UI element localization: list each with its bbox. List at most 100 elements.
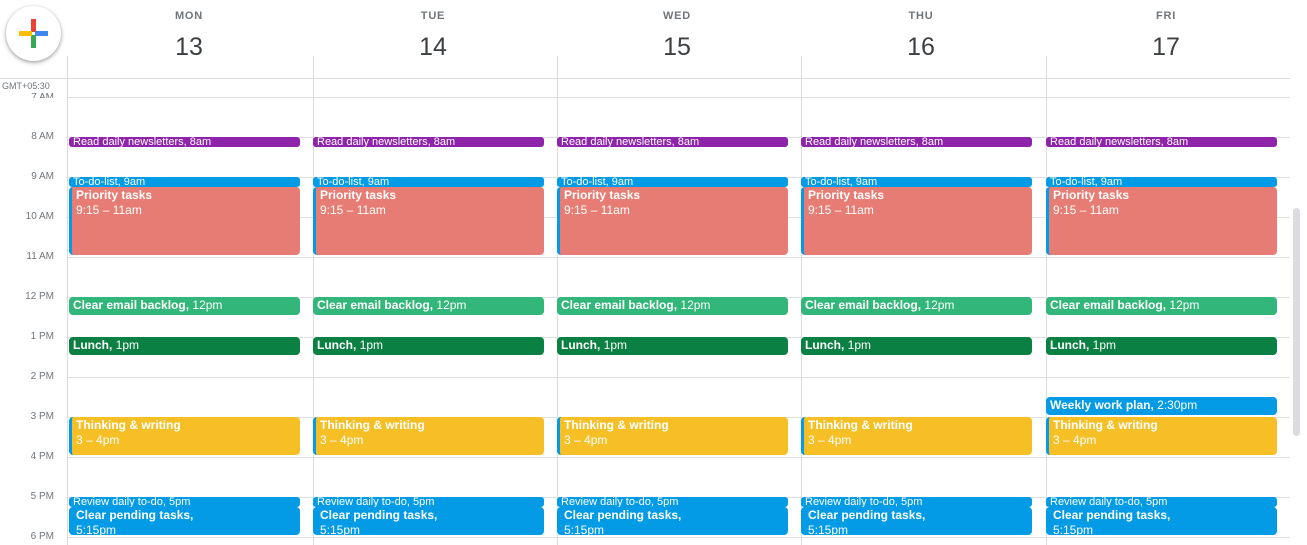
event-title: Clear email backlog, (805, 298, 922, 312)
event-title: To-do-list, 9am (805, 177, 878, 187)
hour-gridline (66, 257, 1290, 258)
event-lunch[interactable]: Lunch, 1pm (801, 337, 1032, 355)
day-number[interactable]: 14 (419, 33, 447, 61)
event-todo[interactable]: To-do-list, 9am (313, 177, 544, 187)
event-title: Lunch, (73, 338, 113, 352)
hour-label: 1 PM (30, 331, 54, 342)
day-header-thu[interactable]: THU 16 (799, 0, 1043, 78)
hour-label: 6 PM (30, 531, 54, 542)
hour-label: 8 AM (31, 131, 54, 142)
event-title: Clear pending tasks, (320, 508, 438, 522)
event-email[interactable]: Clear email backlog, 12pm (1046, 297, 1277, 315)
event-title: Lunch, (1050, 338, 1090, 352)
event-thinking[interactable]: Thinking & writing 3 – 4pm (313, 417, 544, 455)
event-priority[interactable]: Priority tasks 9:15 – 11am (69, 187, 300, 255)
event-title: Thinking & writing (76, 418, 181, 432)
day-number[interactable]: 13 (175, 33, 203, 61)
event-review[interactable]: Review daily to-do, 5pm (1046, 497, 1277, 507)
event-pending[interactable]: Clear pending tasks, 5:15pm (557, 507, 788, 535)
event-review[interactable]: Review daily to-do, 5pm (557, 497, 788, 507)
event-pending[interactable]: Clear pending tasks, 5:15pm (313, 507, 544, 535)
event-time: 5:15pm (808, 523, 849, 535)
event-email[interactable]: Clear email backlog, 12pm (313, 297, 544, 315)
event-email[interactable]: Clear email backlog, 12pm (69, 297, 300, 315)
event-newsletters[interactable]: Read daily newsletters, 8am (801, 137, 1032, 147)
event-title: Read daily newsletters, 8am (805, 137, 944, 147)
day-name: WED (662, 10, 692, 22)
hour-label: 12 PM (25, 291, 54, 302)
event-time: 1pm (115, 338, 140, 352)
event-todo[interactable]: To-do-list, 9am (69, 177, 300, 187)
event-time: 3 – 4pm (1053, 433, 1097, 447)
event-title: Read daily newsletters, 8am (317, 137, 456, 147)
event-thinking[interactable]: Thinking & writing 3 – 4pm (801, 417, 1032, 455)
day-number[interactable]: 15 (663, 33, 691, 61)
event-newsletters[interactable]: Read daily newsletters, 8am (1046, 137, 1277, 147)
timezone-label: GMT+05:30 (2, 81, 50, 91)
event-title: Lunch, (561, 338, 601, 352)
event-newsletters[interactable]: Read daily newsletters, 8am (69, 137, 300, 147)
day-header-fri[interactable]: FRI 17 (1044, 0, 1288, 78)
event-weekly[interactable]: Weekly work plan, 2:30pm (1046, 397, 1277, 415)
event-title: Priority tasks (1053, 188, 1130, 202)
day-header-mon[interactable]: MON 13 (67, 0, 311, 78)
event-title: Clear pending tasks, (564, 508, 682, 522)
event-thinking[interactable]: Thinking & writing 3 – 4pm (557, 417, 788, 455)
event-newsletters[interactable]: Read daily newsletters, 8am (313, 137, 544, 147)
event-priority[interactable]: Priority tasks 9:15 – 11am (557, 187, 788, 255)
event-todo[interactable]: To-do-list, 9am (1046, 177, 1277, 187)
event-priority[interactable]: Priority tasks 9:15 – 11am (801, 187, 1032, 255)
event-lunch[interactable]: Lunch, 1pm (557, 337, 788, 355)
event-title: Clear pending tasks, (808, 508, 926, 522)
day-name: TUE (420, 10, 446, 22)
day-number[interactable]: 17 (1152, 33, 1180, 61)
hour-label: 4 PM (30, 451, 54, 462)
event-thinking[interactable]: Thinking & writing 3 – 4pm (69, 417, 300, 455)
event-email[interactable]: Clear email backlog, 12pm (801, 297, 1032, 315)
event-time: 1pm (359, 338, 384, 352)
event-lunch[interactable]: Lunch, 1pm (1046, 337, 1277, 355)
event-todo[interactable]: To-do-list, 9am (557, 177, 788, 187)
event-time: 1pm (847, 338, 872, 352)
event-pending[interactable]: Clear pending tasks, 5:15pm (69, 507, 300, 535)
plus-icon (19, 19, 48, 48)
event-priority[interactable]: Priority tasks 9:15 – 11am (1046, 187, 1277, 255)
event-title: Clear email backlog, (561, 298, 678, 312)
event-lunch[interactable]: Lunch, 1pm (69, 337, 300, 355)
event-review[interactable]: Review daily to-do, 5pm (313, 497, 544, 507)
event-title: Thinking & writing (808, 418, 913, 432)
event-title: Clear pending tasks, (1053, 508, 1171, 522)
event-title: Priority tasks (76, 188, 153, 202)
day-header-tue[interactable]: TUE 14 (311, 0, 555, 78)
event-title: Priority tasks (564, 188, 641, 202)
event-time: 5:15pm (76, 523, 117, 535)
event-time: 12pm (680, 298, 711, 312)
event-email[interactable]: Clear email backlog, 12pm (557, 297, 788, 315)
event-thinking[interactable]: Thinking & writing 3 – 4pm (1046, 417, 1277, 455)
event-title: Clear email backlog, (73, 298, 190, 312)
event-time: 1pm (603, 338, 628, 352)
scrollbar[interactable] (1293, 208, 1300, 436)
event-title: Clear email backlog, (317, 298, 434, 312)
create-button[interactable] (6, 6, 61, 61)
event-newsletters[interactable]: Read daily newsletters, 8am (557, 137, 788, 147)
event-review[interactable]: Review daily to-do, 5pm (69, 497, 300, 507)
event-priority[interactable]: Priority tasks 9:15 – 11am (313, 187, 544, 255)
hour-label: 11 AM (26, 251, 54, 262)
event-pending[interactable]: Clear pending tasks, 5:15pm (1046, 507, 1277, 535)
event-title: Clear email backlog, (1050, 298, 1167, 312)
event-title: Lunch, (805, 338, 845, 352)
event-time: 3 – 4pm (564, 433, 608, 447)
event-time: 2:30pm (1157, 398, 1198, 412)
event-lunch[interactable]: Lunch, 1pm (313, 337, 544, 355)
day-number[interactable]: 16 (907, 33, 935, 61)
day-header-wed[interactable]: WED 15 (555, 0, 799, 78)
hour-label: 2 PM (30, 371, 54, 382)
event-pending[interactable]: Clear pending tasks, 5:15pm (801, 507, 1032, 535)
event-time: 5:15pm (320, 523, 361, 535)
event-title: Thinking & writing (1053, 418, 1158, 432)
event-review[interactable]: Review daily to-do, 5pm (801, 497, 1032, 507)
event-title: Review daily to-do, 5pm (317, 497, 435, 507)
event-time: 1pm (1092, 338, 1117, 352)
event-todo[interactable]: To-do-list, 9am (801, 177, 1032, 187)
